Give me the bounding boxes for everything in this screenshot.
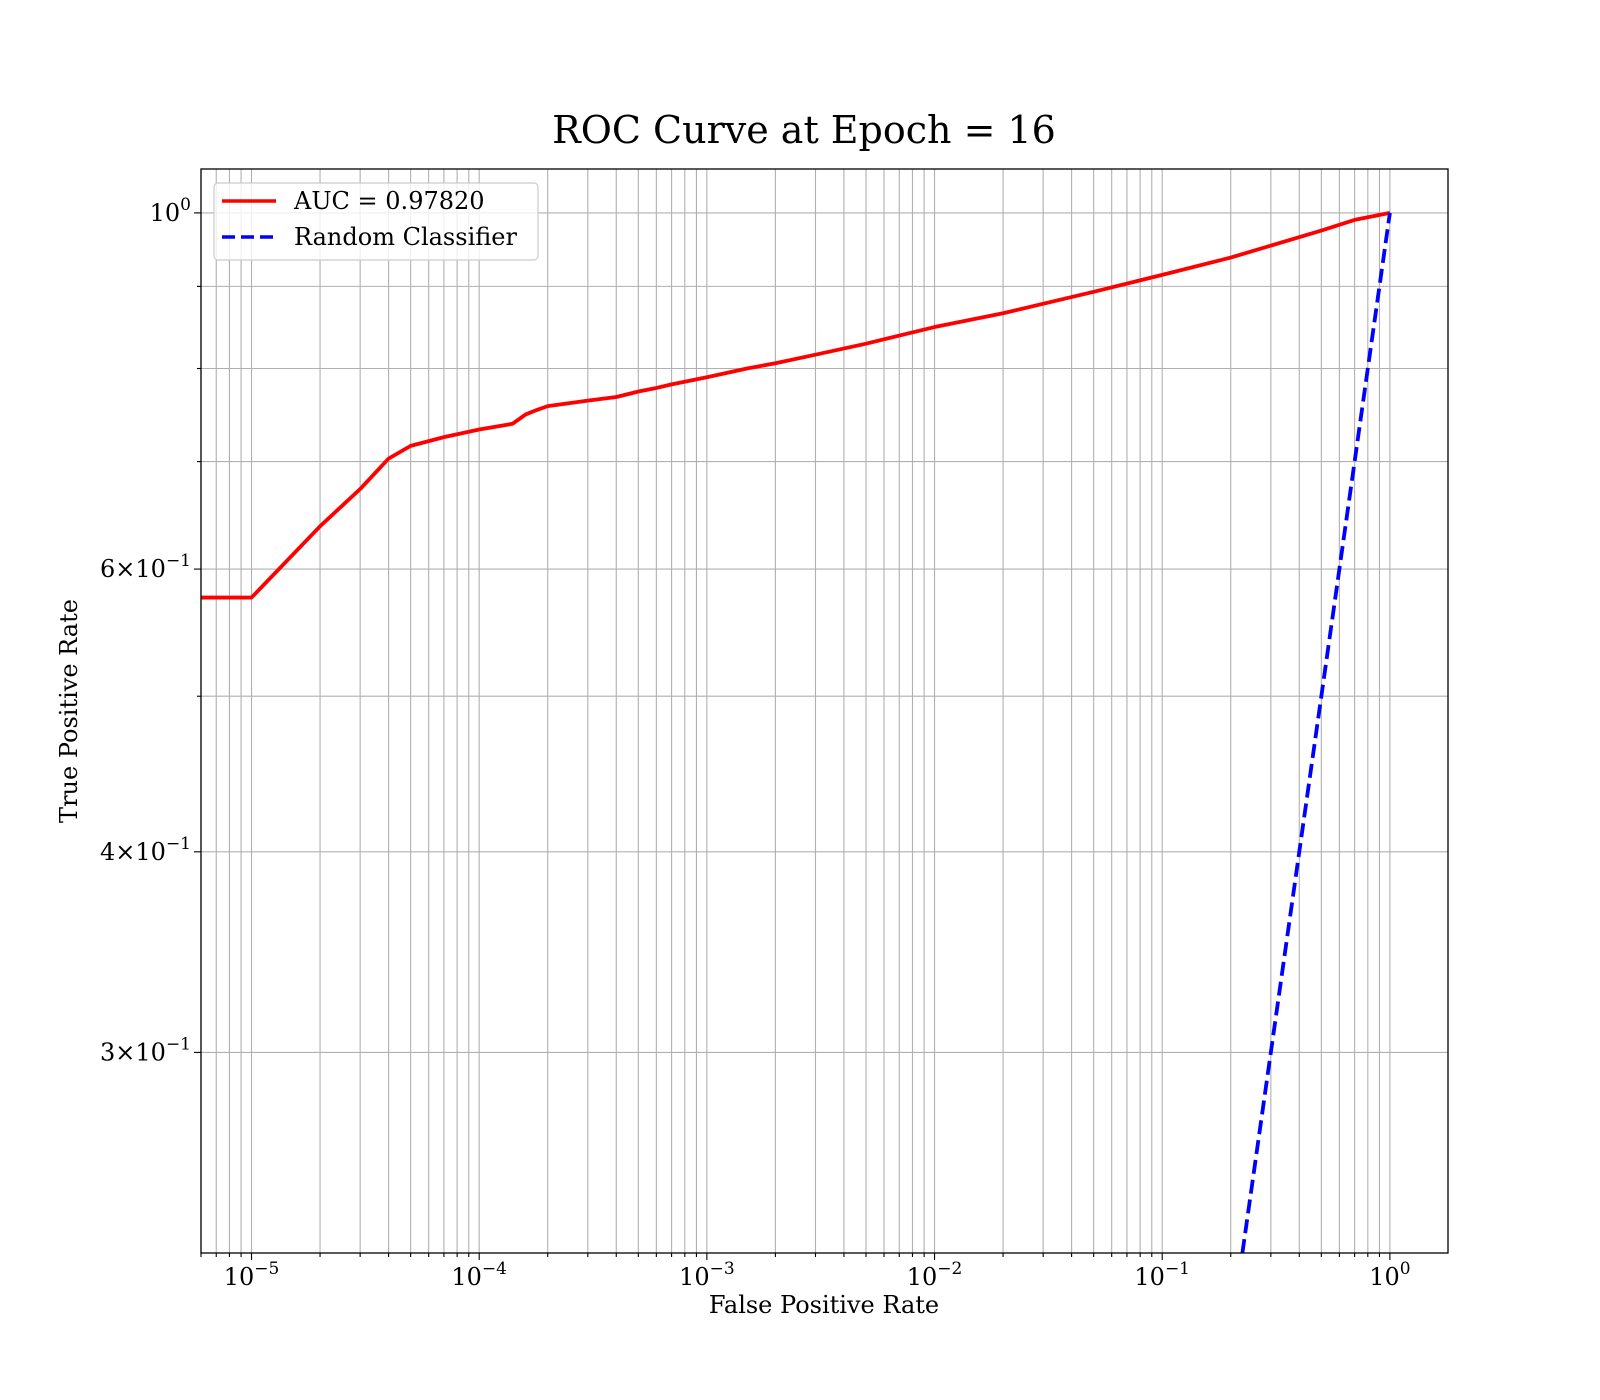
x-axis-ticks: 10−5 10−4 10−3 10−2 10−1 100	[200, 1253, 1411, 1291]
chart-title: ROC Curve at Epoch = 16	[552, 108, 1056, 152]
x-tick-label: 100	[1369, 1259, 1410, 1291]
plot-frame	[200, 168, 1449, 1254]
legend-label-random: Random Classifier	[294, 223, 517, 251]
roc-curve-line	[201, 211, 1391, 600]
x-tick-label: 10−3	[679, 1259, 735, 1291]
random-classifier-line	[1240, 212, 1392, 1253]
y-axis-ticks: 100 6×10−1 4×10−1 3×10−1	[100, 195, 201, 1066]
x-axis-label: False Positive Rate	[709, 1291, 939, 1319]
y-tick-label: 100	[150, 195, 191, 227]
legend: AUC = 0.97820 Random Classifier	[213, 182, 539, 261]
y-tick-label: 4×10−1	[100, 834, 191, 866]
y-tick-label: 3×10−1	[100, 1034, 191, 1066]
x-tick-label: 10−5	[224, 1259, 280, 1291]
y-axis-label: True Positive Rate	[55, 599, 83, 823]
x-tick-label: 10−4	[451, 1259, 507, 1291]
legend-label-auc: AUC = 0.97820	[293, 187, 485, 215]
plot-area	[201, 211, 1392, 1253]
x-tick-label: 10−2	[907, 1259, 963, 1291]
x-tick-label: 10−1	[1134, 1259, 1190, 1291]
y-tick-label: 6×10−1	[100, 551, 191, 583]
legend-box	[213, 182, 539, 261]
